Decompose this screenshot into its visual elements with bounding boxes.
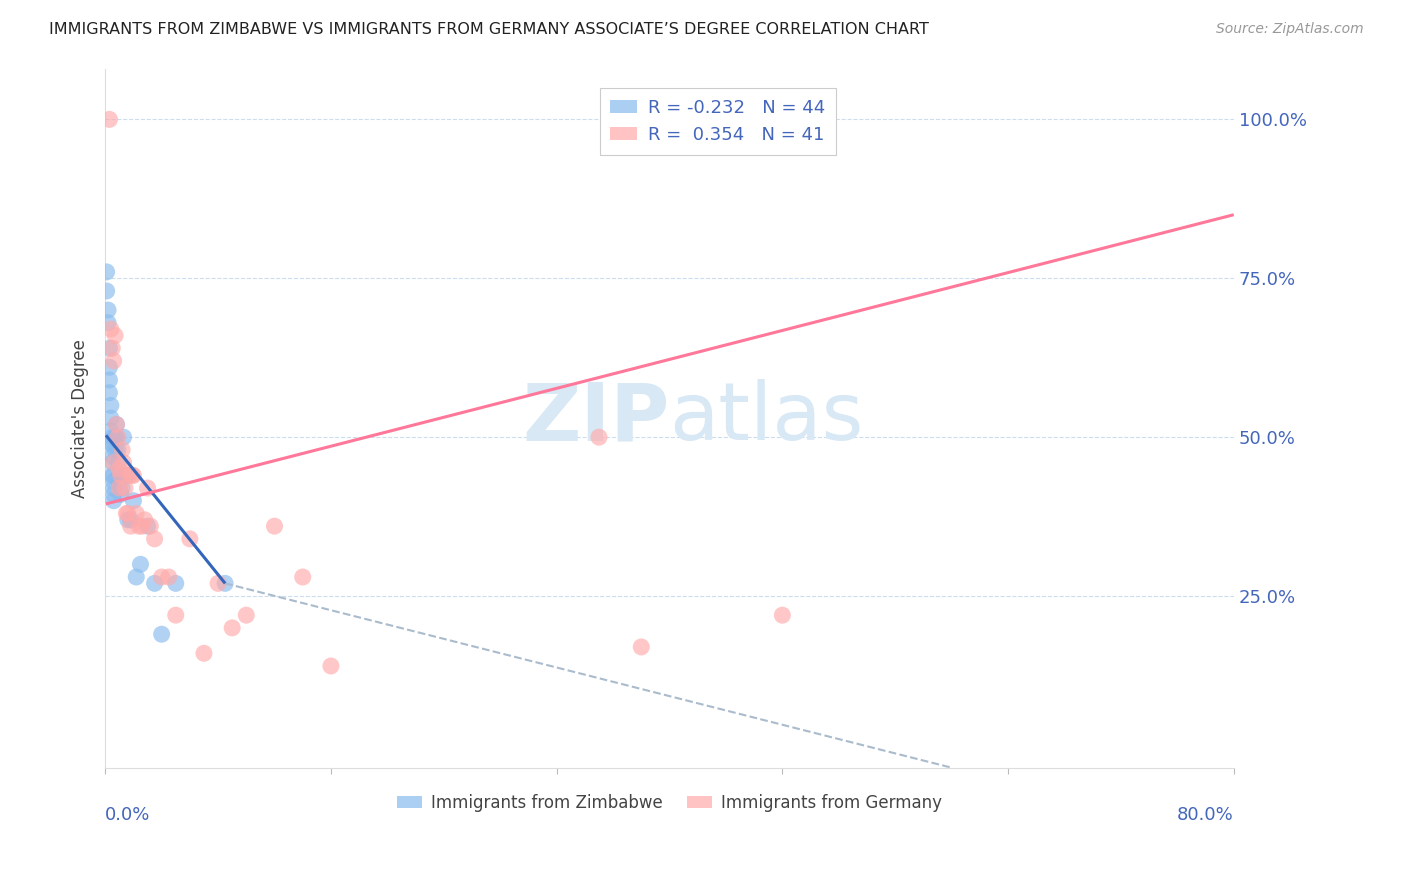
Point xyxy=(112,456,135,470)
Point xyxy=(103,468,125,483)
Point xyxy=(101,468,124,483)
Point xyxy=(134,513,156,527)
Point xyxy=(136,481,159,495)
Point xyxy=(319,659,342,673)
Point xyxy=(111,442,134,457)
Text: 80.0%: 80.0% xyxy=(1177,806,1234,824)
Point xyxy=(150,627,173,641)
Point xyxy=(103,456,125,470)
Point xyxy=(97,316,120,330)
Point xyxy=(125,570,148,584)
Point xyxy=(100,424,122,438)
Point xyxy=(97,303,120,318)
Point xyxy=(98,385,121,400)
Point xyxy=(103,475,125,489)
Point xyxy=(214,576,236,591)
Point xyxy=(107,442,129,457)
Point xyxy=(101,430,124,444)
Point xyxy=(103,493,125,508)
Point xyxy=(115,468,138,483)
Text: ZIP: ZIP xyxy=(522,379,669,457)
Point xyxy=(118,468,141,483)
Point xyxy=(108,475,131,489)
Point xyxy=(235,608,257,623)
Point xyxy=(114,481,136,495)
Text: atlas: atlas xyxy=(669,379,863,457)
Point xyxy=(101,341,124,355)
Point xyxy=(117,507,139,521)
Point xyxy=(107,456,129,470)
Text: Source: ZipAtlas.com: Source: ZipAtlas.com xyxy=(1216,22,1364,37)
Point xyxy=(122,468,145,483)
Point xyxy=(108,468,131,483)
Point xyxy=(96,265,118,279)
Point xyxy=(101,436,124,450)
Point xyxy=(129,558,152,572)
Point xyxy=(115,507,138,521)
Point xyxy=(96,284,118,298)
Point xyxy=(120,519,142,533)
Point xyxy=(98,112,121,127)
Point xyxy=(100,322,122,336)
Point xyxy=(103,354,125,368)
Point xyxy=(165,576,187,591)
Point xyxy=(179,532,201,546)
Point xyxy=(165,608,187,623)
Point xyxy=(120,513,142,527)
Point xyxy=(98,373,121,387)
Point xyxy=(98,360,121,375)
Point xyxy=(111,481,134,495)
Point xyxy=(110,468,132,483)
Point xyxy=(101,449,124,463)
Point xyxy=(291,570,314,584)
Point xyxy=(139,519,162,533)
Point xyxy=(110,487,132,501)
Point xyxy=(122,493,145,508)
Point xyxy=(630,640,652,654)
Point xyxy=(108,462,131,476)
Point xyxy=(107,430,129,444)
Point xyxy=(104,328,127,343)
Point xyxy=(105,417,128,432)
Point xyxy=(136,519,159,533)
Point xyxy=(121,468,143,483)
Point xyxy=(104,430,127,444)
Point xyxy=(125,507,148,521)
Point xyxy=(263,519,285,533)
Point xyxy=(103,487,125,501)
Y-axis label: Associate's Degree: Associate's Degree xyxy=(72,339,89,498)
Point xyxy=(128,519,150,533)
Point xyxy=(207,576,229,591)
Point xyxy=(105,430,128,444)
Point xyxy=(104,442,127,457)
Point xyxy=(770,608,793,623)
Text: IMMIGRANTS FROM ZIMBABWE VS IMMIGRANTS FROM GERMANY ASSOCIATE’S DEGREE CORRELATI: IMMIGRANTS FROM ZIMBABWE VS IMMIGRANTS F… xyxy=(49,22,929,37)
Point xyxy=(103,481,125,495)
Point xyxy=(588,430,610,444)
Point xyxy=(100,436,122,450)
Point xyxy=(100,398,122,412)
Point xyxy=(98,341,121,355)
Point xyxy=(131,519,153,533)
Point xyxy=(143,576,166,591)
Point xyxy=(150,570,173,584)
Point xyxy=(221,621,243,635)
Text: 0.0%: 0.0% xyxy=(105,806,150,824)
Point xyxy=(101,456,124,470)
Point xyxy=(117,513,139,527)
Point xyxy=(112,430,135,444)
Point xyxy=(108,481,131,495)
Legend: Immigrants from Zimbabwe, Immigrants from Germany: Immigrants from Zimbabwe, Immigrants fro… xyxy=(391,788,949,819)
Point xyxy=(105,417,128,432)
Point xyxy=(157,570,180,584)
Point xyxy=(193,646,215,660)
Point xyxy=(100,411,122,425)
Point xyxy=(143,532,166,546)
